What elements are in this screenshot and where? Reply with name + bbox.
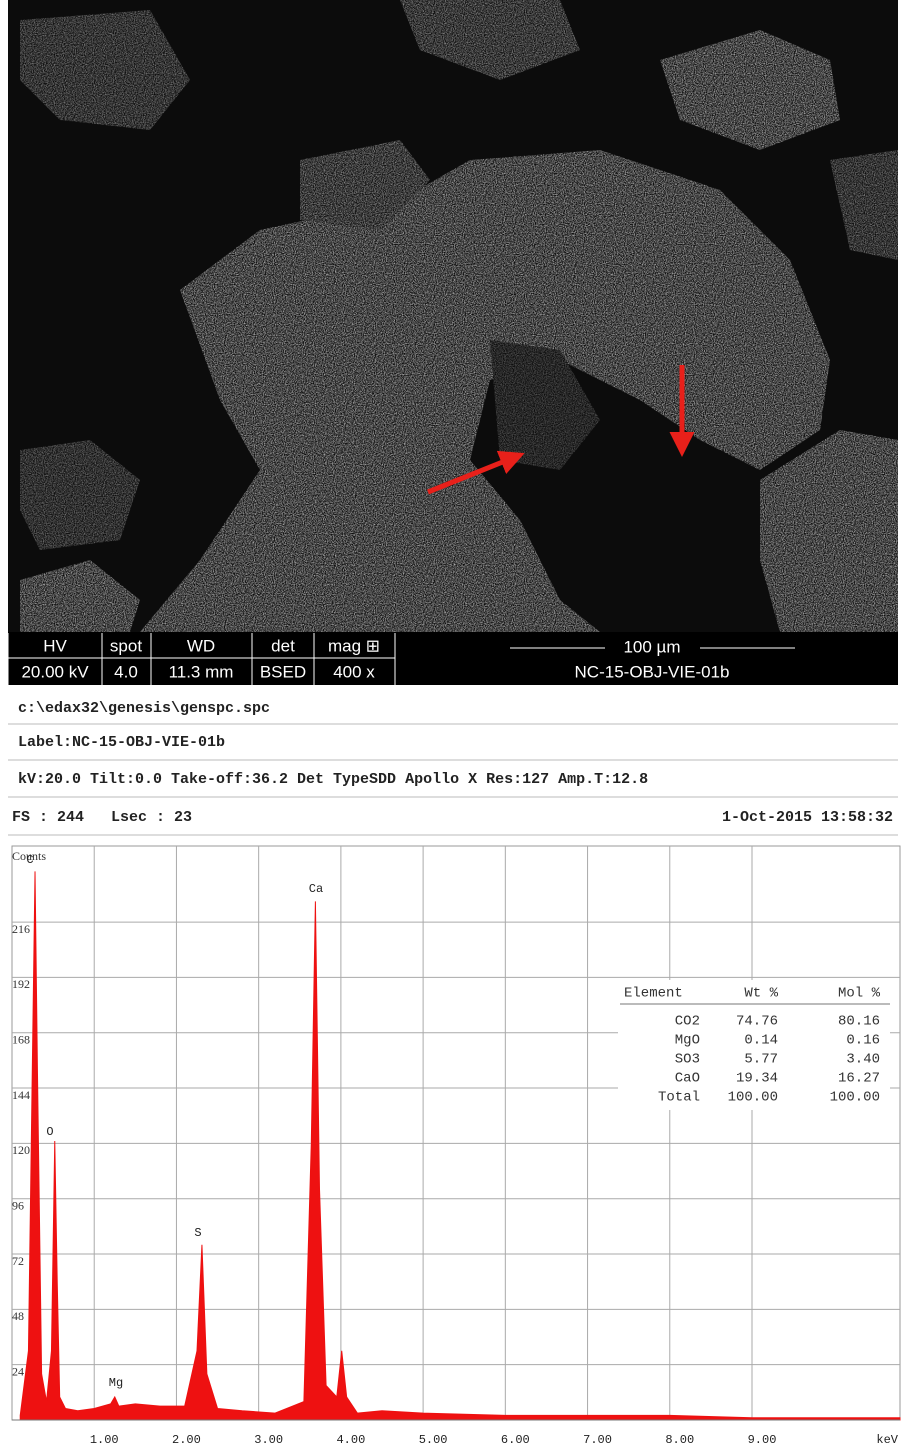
y-tick-label: 144 [12, 1088, 30, 1102]
table-cell: 80.16 [838, 1014, 880, 1030]
table-cell: MgO [675, 1033, 700, 1049]
scale-bar: 100 µm [623, 637, 680, 656]
table-cell: 100.00 [830, 1090, 880, 1106]
info-value: 20.00 kV [21, 662, 89, 681]
peak-label: Ca [309, 882, 323, 896]
peak-label: O [46, 1125, 53, 1139]
peak-label: Mg [109, 1376, 123, 1390]
x-tick-label: 7.00 [583, 1433, 612, 1447]
file-path: c:\edax32\genesis\genspc.spc [18, 700, 270, 717]
table-cell: 16.27 [838, 1071, 880, 1087]
table-cell: 100.00 [728, 1090, 778, 1106]
page: 100 µm NC-15-OBJ-VIE-01b c:\edax32\genes… [0, 0, 901, 1450]
info-label: spot [110, 636, 142, 655]
table-cell: 0.16 [846, 1033, 880, 1049]
peak-label: C [26, 853, 33, 867]
x-tick-label: 8.00 [665, 1433, 694, 1447]
table-cell: 3.40 [846, 1052, 880, 1068]
y-tick-label: 48 [12, 1309, 24, 1323]
table-cell: 19.34 [736, 1071, 778, 1087]
table-cell: SO3 [675, 1052, 700, 1068]
y-tick-label: 72 [12, 1254, 24, 1268]
table-cell: 0.14 [744, 1033, 778, 1049]
y-tick-label: 96 [12, 1198, 24, 1212]
date: 1-Oct-2015 13:58:32 [722, 809, 893, 826]
x-tick-label: 5.00 [419, 1433, 448, 1447]
info-value: 400 x [333, 662, 375, 681]
x-tick-label: 9.00 [748, 1433, 777, 1447]
info-value: 4.0 [114, 662, 138, 681]
y-tick-label: 192 [12, 977, 30, 991]
info-value: BSED [260, 662, 306, 681]
table-cell: CO2 [675, 1014, 700, 1030]
spectrum-chart: 24 48 72 96 120 144 168 192 216 1.00 2.00 3.00 4.00 5… [12, 846, 900, 1447]
info-value: 11.3 mm [169, 662, 234, 681]
spectrum [20, 871, 900, 1420]
y-tick-label: 168 [12, 1032, 30, 1046]
x-axis-label: keV [876, 1433, 898, 1447]
table-cell: CaO [675, 1071, 700, 1087]
info-label: HV [43, 636, 67, 655]
x-tick-label: 2.00 [172, 1433, 201, 1447]
y-tick-label: 120 [12, 1143, 30, 1157]
fs-lsec: FS : 244 Lsec : 23 [12, 809, 192, 826]
table-header: Mol % [838, 986, 881, 1002]
spectrum-label: Label:NC-15-OBJ-VIE-01b [18, 734, 225, 751]
table-cell: 74.76 [736, 1014, 778, 1030]
table-header: Wt % [744, 986, 778, 1002]
x-tick-label: 6.00 [501, 1433, 530, 1447]
peak-label: S [194, 1226, 201, 1240]
x-tick-label: 3.00 [254, 1433, 283, 1447]
table-cell: Total [658, 1090, 700, 1106]
y-tick-label: 216 [12, 922, 30, 936]
info-label: mag ⊞ [328, 636, 380, 655]
table-cell: 5.77 [744, 1052, 778, 1068]
acq-params: kV:20.0 Tilt:0.0 Take-off:36.2 Det TypeS… [18, 771, 648, 788]
info-label: WD [187, 636, 215, 655]
x-tick-label: 4.00 [336, 1433, 365, 1447]
info-label: det [271, 636, 295, 655]
sem-image [8, 0, 898, 632]
sample-id: NC-15-OBJ-VIE-01b [575, 662, 730, 681]
table-header: Element [624, 986, 683, 1002]
y-tick-label: 24 [12, 1364, 24, 1378]
x-tick-label: 1.00 [90, 1433, 119, 1447]
plot-frame [12, 846, 900, 1420]
